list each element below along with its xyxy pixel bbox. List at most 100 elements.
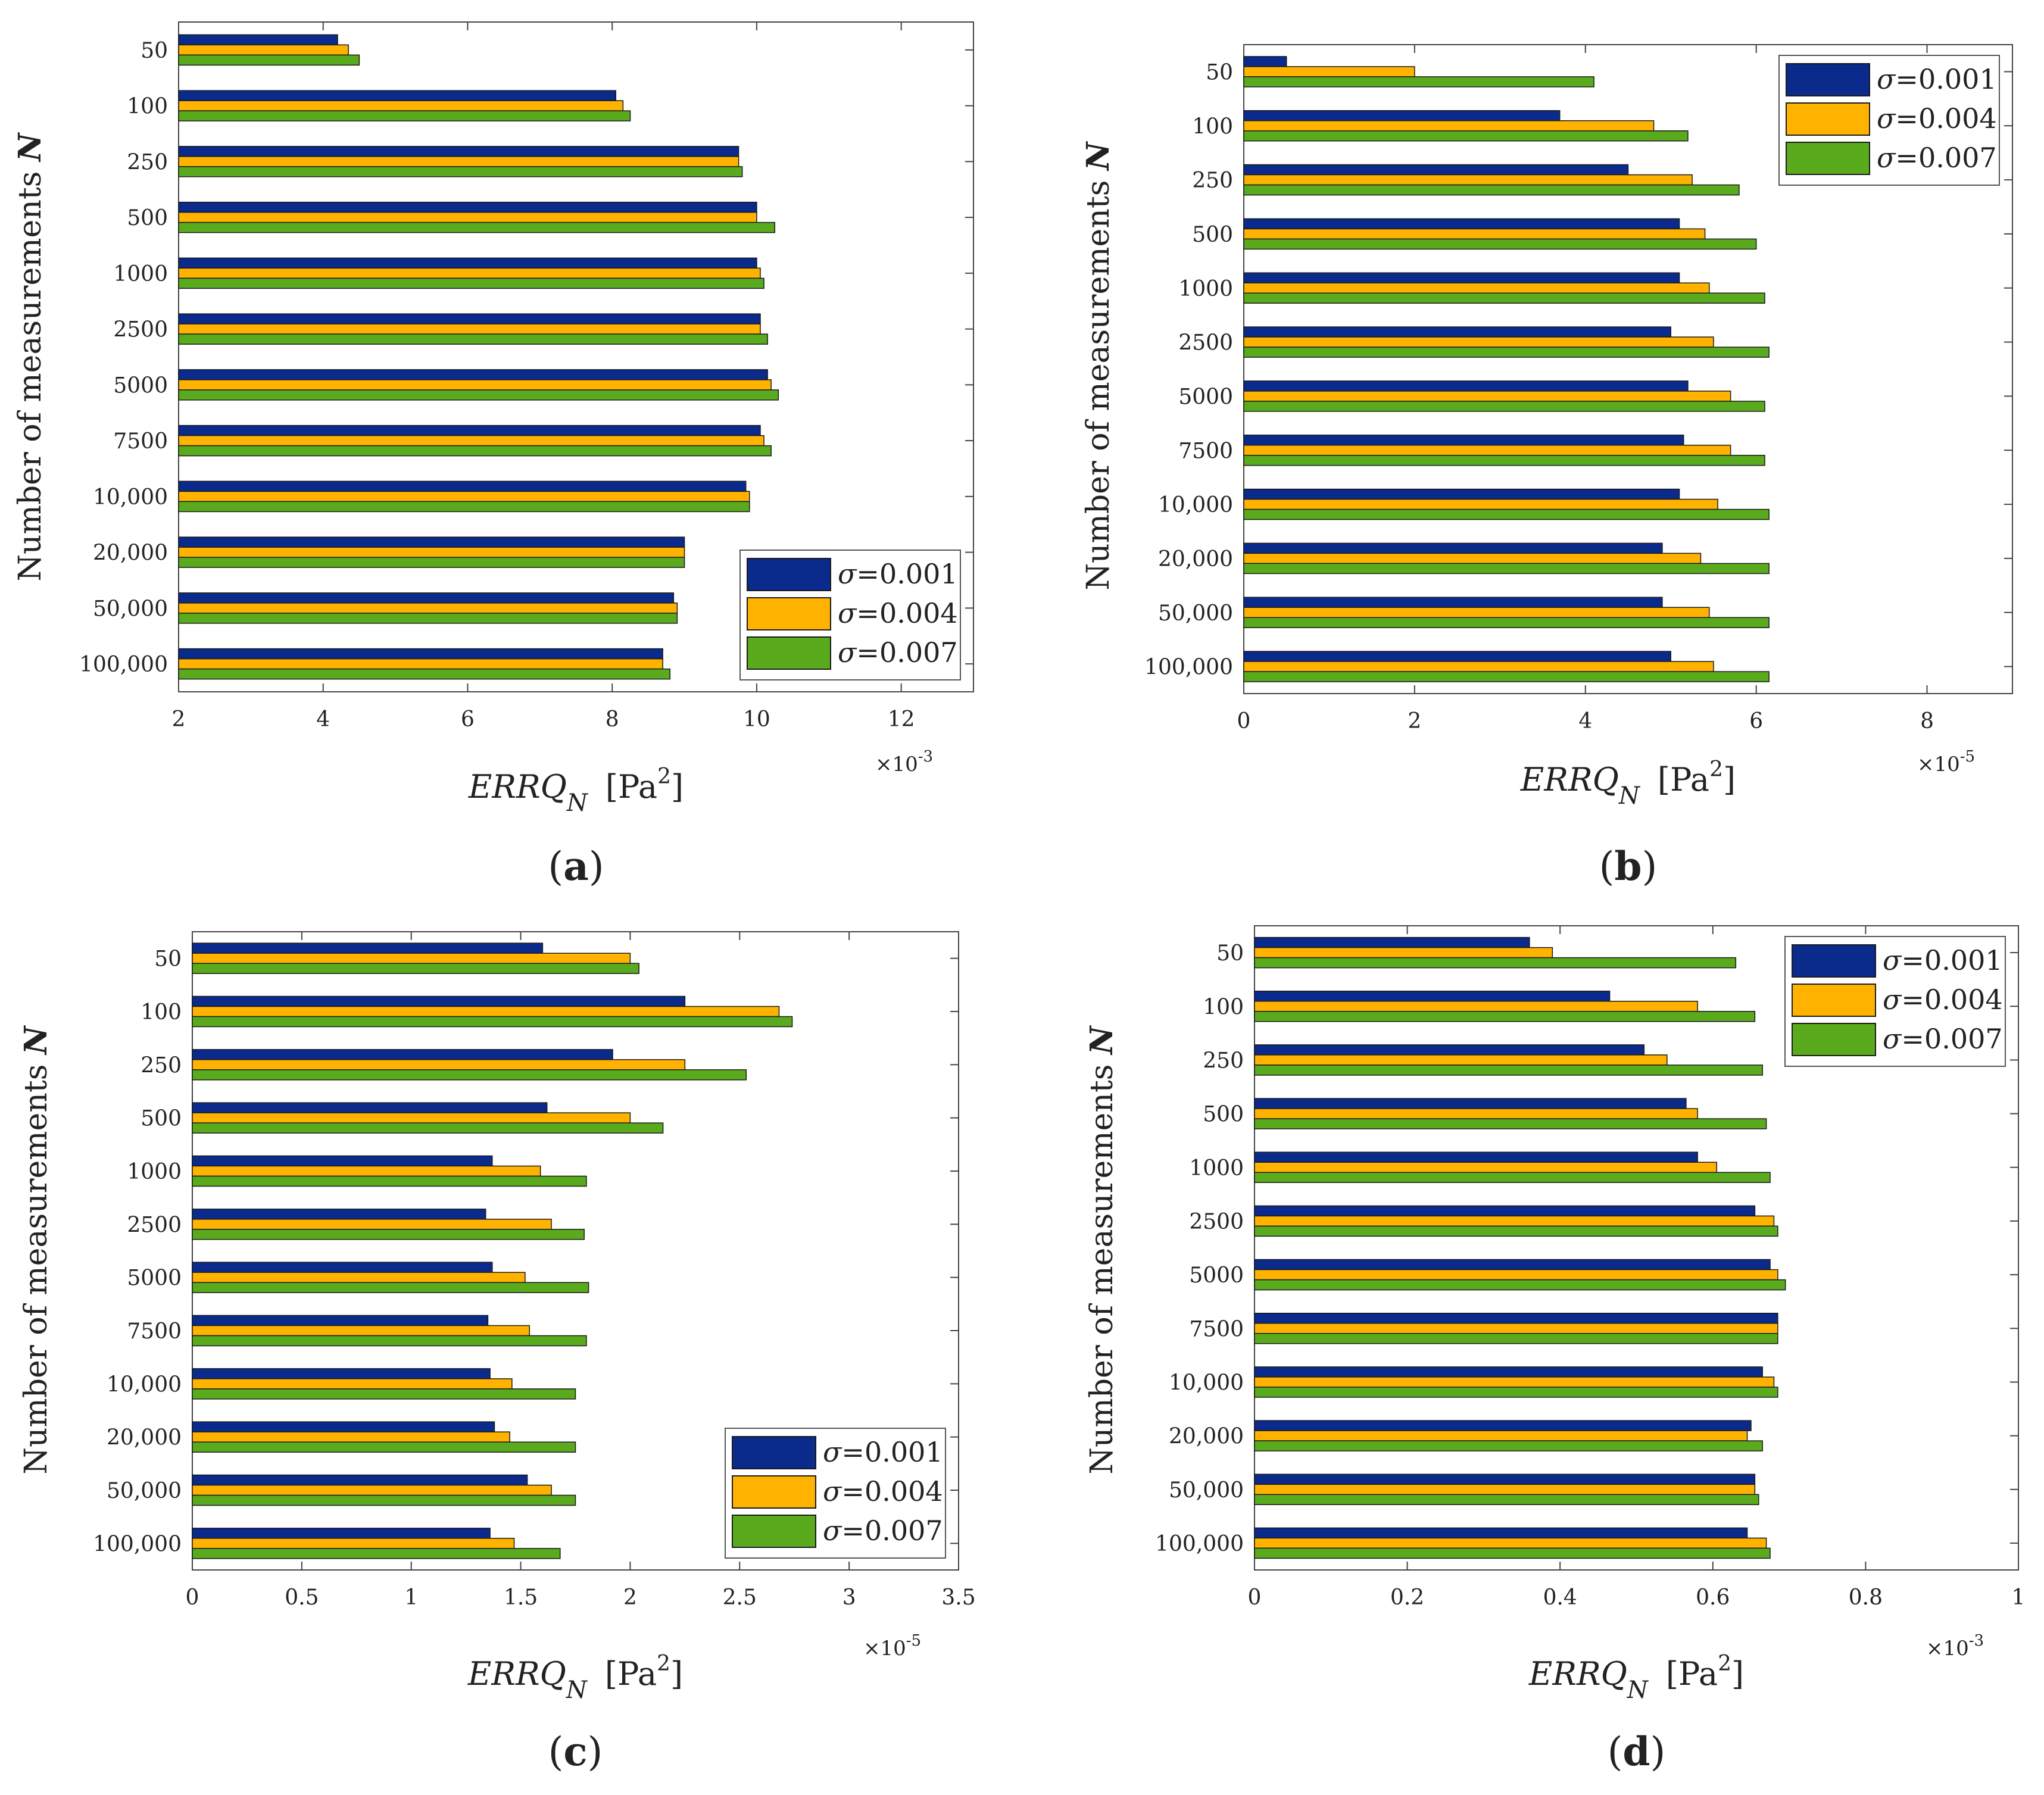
y-tick-label: 10,000 [107,1372,182,1397]
chart-panel-a: 2 4 6 8 10 12 ×10-3 50 100 250 500 1000 2500 5000 7500… [12,21,974,889]
bar-a-s1-20000 [178,536,685,548]
bar-a-s2-10000 [178,491,750,502]
x-tick-label: 2 [172,707,186,732]
y-tick-label: 100,000 [1155,1532,1244,1556]
bar-c-s1-50000 [192,1474,528,1486]
bar-d-s2-10000 [1254,1376,1775,1388]
x-tick-label: 0 [1248,1585,1262,1610]
x-tick-label: 3 [842,1585,856,1610]
y-tick-label: 1000 [1189,1156,1244,1181]
bar-d-s2-5000 [1254,1269,1778,1281]
bar-a-s1-10000 [178,480,747,492]
bar-a-s3-50000 [178,613,678,624]
bar-c-s3-1000 [192,1175,587,1187]
bar-a-s3-50 [178,54,360,66]
x-tick-label: 3.5 [941,1585,975,1610]
legend-label-1: σ=0.001 [838,558,958,590]
x-tick-label: 1 [2012,1585,2026,1610]
legend-swatch-2 [747,597,831,630]
bar-a-s3-100 [178,110,631,121]
x-tick-label: 4 [316,707,330,732]
bar-d-s2-500 [1254,1108,1698,1119]
bar-d-s1-100 [1254,991,1611,1002]
y-tick-label: 100 [127,95,168,119]
bar-b-s3-250 [1243,184,1740,196]
bar-a-s1-5000 [178,369,768,380]
x-tick-label: 6 [461,707,475,732]
x-multiplier-exponent: -3 [918,748,933,766]
bar-a-s3-5000 [178,389,779,401]
x-tick-label: 1.5 [504,1585,538,1610]
x-multiplier: ×10-5 [863,1632,921,1660]
bar-d-s1-100000 [1254,1527,1748,1539]
legend-swatch-2 [732,1475,816,1509]
bar-b-s2-250 [1243,174,1693,186]
y-tick-label: 7500 [1178,439,1233,463]
bar-b-s3-7500 [1243,455,1765,466]
bar-a-s2-2500 [178,323,761,335]
bar-b-s3-5000 [1243,401,1765,412]
chart-panel-d: 0 0.2 0.4 0.6 0.8 1 ×10-3 50 100 250 500 1000 2500 50… [1084,925,2026,1775]
bar-c-s2-2500 [192,1219,552,1230]
x-tick-label: 8 [606,707,619,732]
y-axis-label: Number of measurements N [12,132,48,581]
y-tick-label: 500 [1192,223,1233,247]
bar-c-s2-100000 [192,1538,515,1549]
bar-d-s1-10000 [1254,1366,1763,1378]
bar-d-s3-7500 [1254,1333,1778,1344]
bar-d-s2-1000 [1254,1162,1717,1173]
x-tick-label: 2 [623,1585,637,1610]
bar-d-s1-500 [1254,1098,1687,1109]
legend-label-1: σ=0.001 [823,1436,943,1468]
y-tick-label: 250 [1192,168,1233,193]
bar-a-s2-500 [178,211,757,223]
x-tick-label: 0.2 [1390,1585,1424,1610]
bar-c-s2-7500 [192,1325,530,1337]
bar-c-s3-10000 [192,1388,576,1400]
bar-b-s1-2500 [1243,326,1671,338]
x-multiplier: ×10-5 [1917,748,1975,776]
bar-a-s1-100000 [178,648,663,660]
y-axis-label: Number of measurements N [18,1025,54,1474]
legend-label-3: σ=0.007 [1883,1023,2003,1055]
x-tick-label: 0.5 [285,1585,319,1610]
x-axis-label: ERRQN [Pa2] [467,1652,683,1704]
x-tick-label: 12 [888,707,915,732]
chart-panel-b: 0 2 4 6 8 ×10-5 50 100 250 500 1000 2500 5000 7500 10,… [1080,44,2013,889]
legend-swatch-3 [747,636,831,670]
y-axis-label: Number of measurements N [1080,141,1116,590]
y-tick-label: 50 [1216,941,1244,966]
x-tick-label: 0 [186,1585,199,1610]
bar-b-s1-10000 [1243,488,1680,500]
y-tick-label: 50,000 [93,597,168,621]
x-axis-label: ERRQN [Pa2] [468,764,684,817]
y-tick-label: 100,000 [1144,655,1233,680]
bar-a-s1-2500 [178,313,761,324]
legend: σ=0.001 σ=0.004 σ=0.007 [739,550,961,680]
bar-c-s1-500 [192,1102,548,1113]
y-tick-label: 10,000 [93,485,168,510]
bar-a-s1-50000 [178,592,675,604]
x-tick-label: 0.8 [1849,1585,1883,1610]
bar-d-s1-50000 [1254,1474,1756,1485]
bar-c-s1-100 [192,995,686,1007]
y-tick-label: 100 [1203,995,1244,1019]
legend-label-3: σ=0.007 [1877,142,1997,174]
bar-a-s3-10000 [178,501,750,513]
bar-c-s1-2500 [192,1209,486,1220]
legend-swatch-2 [1792,984,1876,1017]
legend: σ=0.001 σ=0.004 σ=0.007 [725,1428,946,1559]
bar-c-s2-1000 [192,1165,541,1177]
bar-c-s3-500 [192,1122,664,1134]
bar-b-s2-7500 [1243,445,1731,456]
y-tick-label: 100,000 [93,1532,182,1556]
y-tick-label: 5000 [127,1266,182,1291]
x-tick-label: 10 [743,707,770,732]
legend-label-3: σ=0.007 [838,636,958,669]
bar-b-s1-50 [1243,56,1287,67]
y-tick-label: 1000 [113,262,168,286]
bar-c-s2-100 [192,1006,780,1017]
bar-b-s2-500 [1243,228,1706,240]
bar-b-s1-250 [1243,164,1629,176]
legend-label-1: σ=0.001 [1883,944,2003,976]
